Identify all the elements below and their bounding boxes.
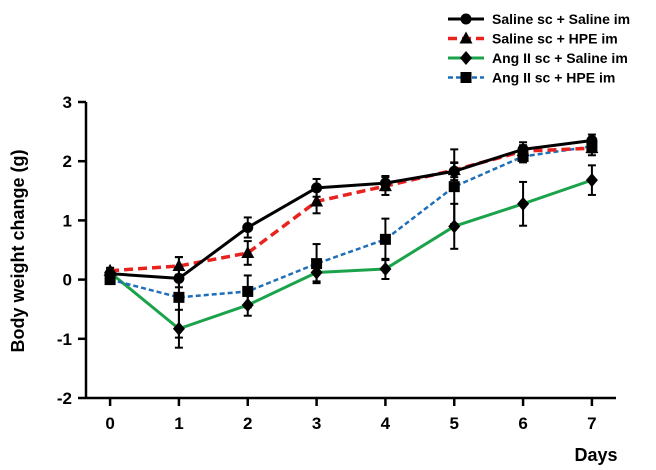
legend-marker (460, 13, 472, 25)
series-line (109, 178, 593, 331)
data-point (379, 233, 391, 245)
legend-item: Ang II sc + HPE im (448, 70, 615, 86)
data-point (448, 219, 461, 234)
axes: -2 -1 0 1 2 3 0 1 2 3 4 5 6 7 (57, 93, 616, 433)
legend-label: Ang II sc + HPE im (492, 70, 615, 86)
data-point (379, 261, 392, 276)
series-line (109, 145, 593, 299)
x-tick-label: 4 (381, 414, 391, 433)
data-point (104, 268, 116, 280)
y-tick-label: 0 (63, 271, 72, 290)
x-ticks: 0 1 2 3 4 5 6 7 (105, 398, 597, 433)
legend-item: Ang II sc + Saline im (448, 50, 628, 66)
series-3 (104, 139, 598, 339)
legend-label: Ang II sc + Saline im (492, 50, 628, 66)
data-point (104, 274, 116, 286)
legend-marker (459, 31, 473, 44)
data-point (242, 222, 254, 234)
legend-marker (460, 72, 472, 83)
data-point (173, 272, 185, 284)
legend-item: Saline sc + HPE im (448, 31, 618, 47)
y-tick-label: 2 (63, 152, 72, 171)
series-0 (104, 133, 598, 289)
data-point (585, 173, 598, 188)
x-tick-label: 7 (587, 414, 596, 433)
legend-label: Saline sc + Saline im (492, 11, 630, 27)
data-point (242, 285, 254, 297)
data-point (173, 291, 185, 303)
x-tick-label: 1 (174, 414, 183, 433)
y-tick-label: -2 (57, 389, 72, 408)
x-tick-label: 6 (518, 414, 527, 433)
y-tick-label: 1 (63, 211, 72, 230)
data-point (448, 165, 460, 177)
legend-label: Saline sc + HPE im (492, 31, 618, 47)
series-line (109, 138, 593, 280)
data-point (448, 181, 460, 193)
x-tick-label: 3 (312, 414, 321, 433)
data-point (517, 143, 529, 155)
legend: Saline sc + Saline im Saline sc + HPE im A… (448, 11, 630, 86)
legend-marker (460, 51, 472, 65)
x-tick-label: 2 (243, 414, 252, 433)
data-point (172, 258, 186, 271)
legend-item: Saline sc + Saline im (448, 11, 630, 27)
data-point (311, 182, 323, 194)
y-tick-label: -1 (57, 330, 72, 349)
y-axis-title: Body weight change (g) (8, 149, 28, 352)
data-point (517, 196, 530, 211)
y-ticks: -2 -1 0 1 2 3 (57, 93, 86, 408)
data-point (311, 258, 323, 270)
data-point (379, 177, 391, 189)
x-tick-label: 0 (105, 414, 114, 433)
series-layer (103, 133, 599, 349)
data-point (310, 194, 324, 207)
x-axis-title: Days (574, 445, 617, 465)
x-tick-label: 5 (450, 414, 459, 433)
data-point (241, 245, 255, 258)
y-tick-label: 3 (63, 93, 72, 112)
data-point (586, 134, 598, 146)
